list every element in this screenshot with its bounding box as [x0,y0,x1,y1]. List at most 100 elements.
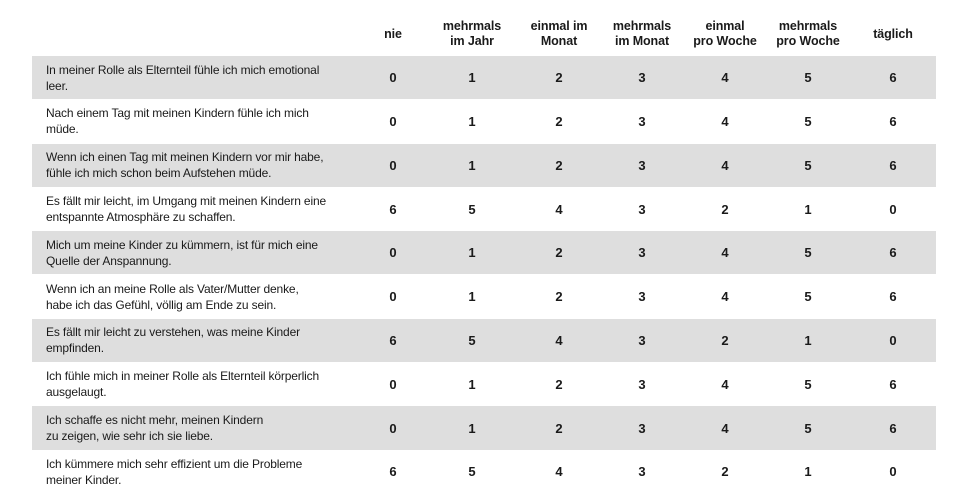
score-cell: 6 [889,157,897,173]
table-row: Nach einem Tag mit meinen Kindern fühle … [32,100,936,143]
score-cell: 2 [555,289,563,305]
statement-text: Es fällt mir leicht, im Umgang mit meine… [46,194,327,225]
score-cell: 3 [638,245,646,261]
score-cell: 3 [638,113,646,129]
score-cell: 4 [721,157,729,173]
table-row: Ich fühle mich in meiner Rolle als Elter… [32,363,936,406]
score-cell: 0 [389,420,397,436]
statement-text: Ich kümmere mich sehr effizient um die P… [46,456,303,487]
table-row: Ich kümmere mich sehr effizient um die P… [32,450,936,493]
score-cell: 2 [721,332,729,348]
score-cell: 5 [804,113,812,129]
column-header-mehrmals-im-jahr: mehrmals im Jahr [442,19,502,48]
score-cell: 4 [721,376,729,392]
score-cell: 0 [889,332,897,348]
score-cell: 3 [638,464,646,480]
score-cell: 6 [889,70,897,86]
statement-text: Wenn ich an meine Rolle als Vater/Mutter… [46,281,299,312]
score-cell: 1 [468,70,476,86]
score-cell: 6 [389,464,397,480]
score-cell: 3 [638,289,646,305]
score-cell: 4 [721,289,729,305]
statement-rows: In meiner Rolle als Elternteil fühle ich… [32,56,936,493]
score-cell: 4 [721,420,729,436]
score-cell: 6 [389,201,397,217]
column-header-row: nie mehrmals im Jahr einmal im Monat meh… [32,12,936,56]
score-cell: 4 [721,70,729,86]
statement-text: Mich um meine Kinder zu kümmern, ist für… [46,237,318,268]
score-cell: 6 [889,113,897,129]
score-cell: 1 [468,113,476,129]
table-row: Wenn ich einen Tag mit meinen Kindern vo… [32,143,936,187]
score-cell: 5 [468,332,476,348]
score-cell: 2 [555,70,563,86]
table-row: Wenn ich an meine Rolle als Vater/Mutter… [32,275,936,318]
column-header-taeglich: täglich [873,26,913,41]
score-cell: 1 [468,157,476,173]
score-cell: 3 [638,201,646,217]
score-cell: 0 [389,113,397,129]
score-cell: 4 [555,464,563,480]
statement-text: Ich schaffe es nicht mehr, meinen Kinder… [46,413,264,444]
score-cell: 2 [555,113,563,129]
score-cell: 2 [555,245,563,261]
column-header-einmal-pro-woche: einmal pro Woche [693,19,757,48]
score-cell: 1 [804,464,812,480]
score-cell: 4 [555,201,563,217]
score-cell: 3 [638,70,646,86]
score-cell: 6 [889,245,897,261]
table-row: Es fällt mir leicht zu verstehen, was me… [32,318,936,363]
score-cell: 1 [804,201,812,217]
score-cell: 4 [555,332,563,348]
score-cell: 5 [804,70,812,86]
score-cell: 0 [389,157,397,173]
score-cell: 1 [468,420,476,436]
column-header-einmal-im-monat: einmal im Monat [530,19,588,48]
score-cell: 1 [468,376,476,392]
score-cell: 5 [804,289,812,305]
score-cell: 0 [889,201,897,217]
score-cell: 6 [889,376,897,392]
score-cell: 3 [638,157,646,173]
score-cell: 3 [638,376,646,392]
statement-text: Ich fühle mich in meiner Rolle als Elter… [46,369,320,400]
score-cell: 5 [468,464,476,480]
score-cell: 5 [804,376,812,392]
score-cell: 2 [721,464,729,480]
table-row: In meiner Rolle als Elternteil fühle ich… [32,56,936,100]
score-cell: 2 [555,376,563,392]
score-cell: 0 [389,376,397,392]
score-cell: 5 [804,245,812,261]
table-row: Es fällt mir leicht, im Umgang mit meine… [32,187,936,230]
score-cell: 5 [468,201,476,217]
score-cell: 2 [555,420,563,436]
score-cell: 1 [468,289,476,305]
score-cell: 3 [638,420,646,436]
score-cell: 6 [889,289,897,305]
table-row: Ich schaffe es nicht mehr, meinen Kinder… [32,406,936,450]
score-cell: 3 [638,332,646,348]
score-cell: 5 [804,157,812,173]
table-row: Mich um meine Kinder zu kümmern, ist für… [32,231,936,275]
column-header-mehrmals-pro-woche: mehrmals pro Woche [776,19,840,48]
column-header-nie: nie [384,26,402,41]
statement-text: Wenn ich einen Tag mit meinen Kindern vo… [46,150,324,181]
score-cell: 5 [804,420,812,436]
statement-text: In meiner Rolle als Elternteil fühle ich… [46,62,320,93]
score-cell: 6 [389,332,397,348]
score-cell: 4 [721,113,729,129]
column-header-mehrmals-im-monat: mehrmals im Monat [612,19,672,48]
score-cell: 6 [889,420,897,436]
statement-text: Es fällt mir leicht zu verstehen, was me… [46,325,300,356]
score-cell: 0 [389,289,397,305]
score-cell: 4 [721,245,729,261]
score-cell: 2 [721,201,729,217]
score-cell: 2 [555,157,563,173]
statement-text: Nach einem Tag mit meinen Kindern fühle … [46,106,309,137]
score-cell: 0 [889,464,897,480]
frequency-scale-table: nie mehrmals im Jahr einmal im Monat meh… [32,12,936,494]
score-cell: 0 [389,70,397,86]
score-cell: 1 [804,332,812,348]
score-cell: 0 [389,245,397,261]
score-cell: 1 [468,245,476,261]
